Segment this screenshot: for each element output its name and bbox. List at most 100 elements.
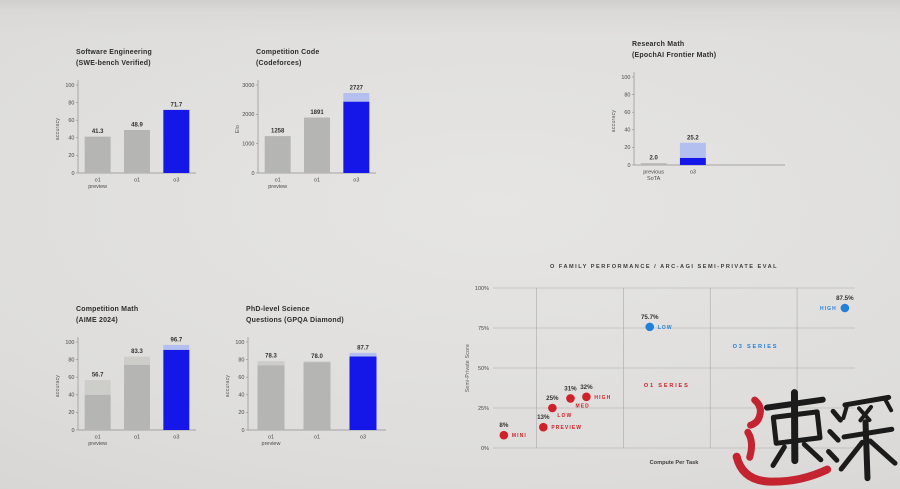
svg-text:preview: preview (268, 184, 287, 190)
svg-text:Semi-Private Score: Semi-Private Score (465, 344, 471, 392)
point-label: MINI (512, 433, 527, 439)
point-label: HIGH (594, 395, 611, 401)
bar (257, 365, 285, 430)
svg-text:100: 100 (65, 83, 74, 89)
chart-title-line1: Competition Math (76, 306, 139, 313)
bar (84, 394, 111, 430)
svg-text:0: 0 (251, 171, 254, 177)
svg-text:40: 40 (624, 128, 630, 134)
bar-cap (343, 93, 370, 102)
scatter-point (840, 303, 850, 313)
scatter-point (539, 422, 548, 432)
svg-text:0%: 0% (481, 446, 489, 452)
svg-text:SoTA: SoTA (647, 176, 661, 182)
bar (343, 101, 370, 173)
svg-text:60: 60 (238, 375, 244, 381)
svg-text:1000: 1000 (242, 141, 254, 147)
svg-text:56.7: 56.7 (92, 373, 104, 379)
svg-text:60: 60 (68, 118, 74, 124)
svg-text:87.7: 87.7 (357, 345, 369, 351)
svg-text:1258: 1258 (271, 129, 285, 135)
svg-text:o3: o3 (690, 170, 696, 176)
svg-text:25%: 25% (546, 395, 559, 402)
svg-text:40: 40 (238, 393, 244, 399)
svg-text:accuracy: accuracy (611, 110, 617, 133)
svg-text:20: 20 (68, 410, 74, 416)
svg-text:o1: o1 (134, 178, 140, 184)
chart-competition-code: Competition Code (Codeforces) 0 1000 2000 3… (232, 48, 384, 198)
svg-text:100: 100 (65, 340, 74, 346)
watermark-logo: 速深 (728, 386, 900, 487)
svg-text:0: 0 (241, 428, 244, 434)
svg-text:o3: o3 (173, 178, 179, 184)
svg-text:preview: preview (88, 441, 107, 447)
point-label: HIGH (820, 306, 837, 312)
svg-text:Elo: Elo (235, 125, 241, 133)
scatter-point (499, 430, 509, 440)
bar (163, 109, 190, 173)
point-label: LOW (658, 325, 673, 331)
bar-plot-gpqa: 020406080100accuracy78.3o1preview78.0o18… (225, 337, 386, 447)
svg-text:accuracy: accuracy (225, 375, 231, 398)
svg-text:87.5%: 87.5% (836, 295, 854, 302)
bar (679, 157, 706, 165)
chart-title: Research Math (EpochAI Frontier Math) (632, 40, 793, 61)
chart-title-line1: Research Math (632, 41, 685, 48)
scatter-point (548, 403, 557, 413)
svg-text:80: 80 (68, 100, 74, 106)
scatter-plot-arc-agi: O FAMILY PERFORMANCE / ARC-AGI SEMI-PRIV… (465, 264, 855, 466)
svg-text:20: 20 (68, 153, 74, 159)
chart-title-line2: (SWE-bench Verified) (76, 59, 151, 67)
svg-text:o1: o1 (268, 435, 274, 441)
chart-competition-math: Competition Math (AIME 2024) 0 20 40 60 80 10… (52, 305, 204, 455)
svg-text:0: 0 (627, 163, 630, 169)
chart-title: Competition Code (Codeforces) (256, 48, 384, 69)
chart-title-line2: (AIME 2024) (76, 316, 118, 324)
bar-cap (163, 344, 190, 350)
svg-text:100: 100 (235, 340, 244, 346)
svg-text:o1: o1 (275, 178, 281, 184)
svg-text:80: 80 (68, 357, 74, 363)
svg-text:96.7: 96.7 (170, 337, 182, 343)
chart-title-line1: Competition Code (256, 49, 320, 56)
svg-text:41.3: 41.3 (92, 129, 104, 135)
svg-text:75.7%: 75.7% (641, 314, 659, 321)
svg-text:previous: previous (643, 170, 664, 176)
scatter-point (566, 394, 575, 403)
svg-text:50%: 50% (478, 366, 489, 372)
svg-text:31%: 31% (564, 385, 577, 392)
svg-text:80: 80 (624, 92, 630, 98)
svg-text:1891: 1891 (310, 110, 324, 116)
svg-text:o1: o1 (314, 178, 320, 184)
bar (349, 356, 377, 430)
svg-text:40: 40 (68, 136, 74, 142)
svg-text:o1: o1 (134, 435, 140, 441)
svg-text:20: 20 (624, 145, 630, 151)
svg-text:2000: 2000 (242, 112, 254, 118)
series-label: O3 SERIES (733, 344, 779, 350)
svg-text:o3: o3 (353, 178, 359, 184)
svg-text:0: 0 (71, 428, 74, 434)
bar (124, 364, 150, 430)
point-label: PREVIEW (551, 425, 582, 431)
chart-title-line1: Software Engineering (76, 49, 152, 56)
scatter-point (582, 392, 591, 402)
bar-cap (349, 352, 377, 357)
bar-cap (257, 361, 285, 366)
svg-text:o1: o1 (95, 435, 101, 441)
point-label: LOW (557, 413, 572, 419)
point-label: MED (575, 403, 589, 409)
svg-text:0: 0 (71, 171, 74, 177)
svg-text:60: 60 (68, 375, 74, 381)
svg-text:Compute Per Task: Compute Per Task (650, 460, 700, 466)
chart-title: Software Engineering (SWE-bench Verified… (76, 48, 204, 69)
bar (124, 129, 150, 173)
bar (163, 349, 190, 430)
svg-text:100: 100 (621, 75, 630, 81)
svg-text:accuracy: accuracy (55, 118, 61, 141)
chart-research-math: Research Math (EpochAI Frontier Math) 0 2… (608, 40, 793, 190)
